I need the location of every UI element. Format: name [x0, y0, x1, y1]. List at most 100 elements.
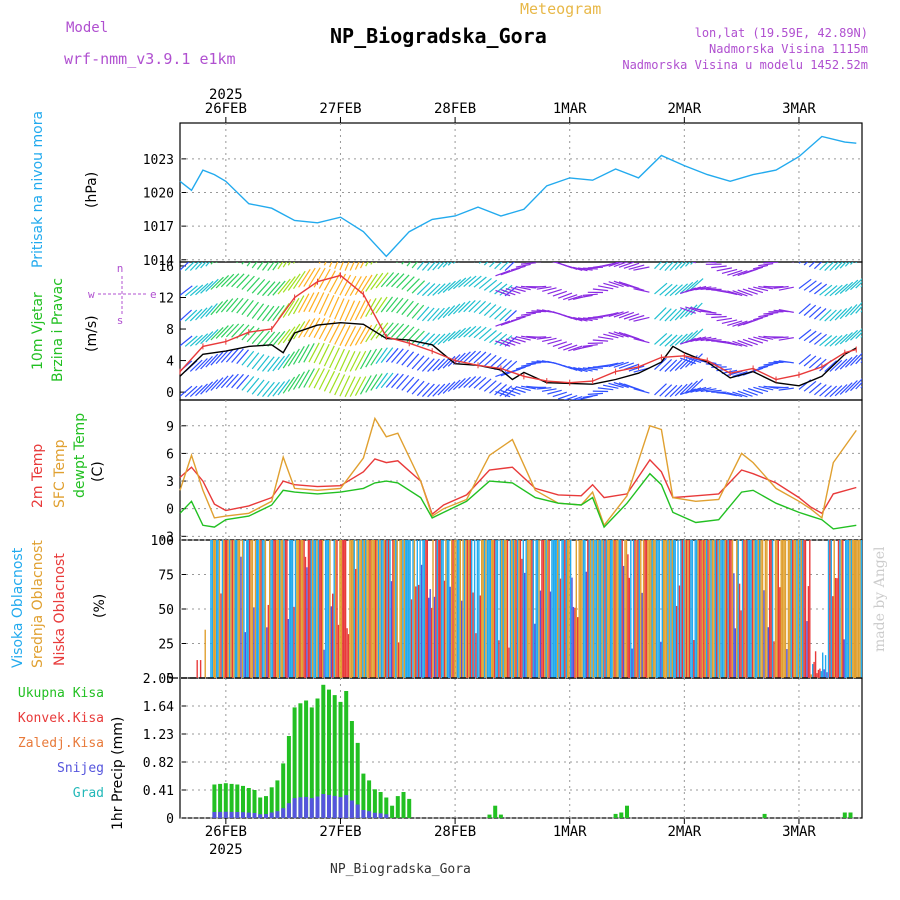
wind-arrow — [483, 304, 497, 317]
wind-arrow — [205, 303, 218, 318]
precip-bar — [309, 707, 314, 818]
wind-arrow — [396, 298, 409, 314]
wind-arrow — [721, 369, 738, 374]
wind-arrow — [447, 262, 453, 266]
wind-arrow — [844, 329, 859, 343]
wind-arrow — [318, 262, 321, 264]
wind-arrow — [421, 283, 436, 297]
wind-arrow — [226, 247, 237, 261]
wind-arrow — [510, 387, 526, 394]
wind-arrow — [421, 307, 435, 322]
wind-arrow — [447, 303, 461, 317]
wind-arrow — [748, 387, 764, 395]
wind-arrow — [421, 383, 435, 398]
wind-arrow — [478, 353, 492, 365]
wind-arrow — [200, 355, 213, 370]
wind-arrow — [489, 281, 503, 293]
wind-arrow — [468, 350, 482, 363]
wind-arrow — [339, 274, 352, 296]
wind-arrow — [541, 388, 557, 392]
wind-arrow — [468, 325, 482, 338]
snow-bar — [212, 812, 217, 818]
wind-arrow — [702, 262, 717, 264]
bottom-day-label: 27FEB — [319, 824, 361, 840]
precip-bar — [264, 796, 268, 818]
wind-arrow — [664, 262, 674, 272]
precip-bar — [487, 814, 492, 818]
wind-arrow — [494, 307, 507, 320]
wind-arrow — [344, 376, 356, 398]
wind-arrow — [824, 360, 838, 373]
wind-arrow — [272, 280, 286, 296]
wind-arrow — [685, 380, 698, 393]
snow-bar — [355, 804, 360, 818]
wind-arrow — [803, 280, 817, 291]
wind-arrow — [220, 273, 235, 288]
wind-arrow — [515, 364, 531, 370]
wind-arrow — [844, 304, 858, 318]
wind-arrow — [808, 332, 822, 344]
wind-arrow — [396, 349, 409, 364]
wind-arrow — [344, 326, 357, 347]
wind-arrow — [344, 262, 350, 271]
snow-bar — [229, 811, 234, 818]
wind-arrow — [251, 379, 265, 395]
wind-arrow — [318, 343, 330, 365]
wind-arrow — [515, 263, 531, 268]
wind-arrow — [690, 336, 707, 343]
precip-bar — [344, 691, 349, 818]
wind-arrow — [195, 262, 204, 270]
wind-arrow — [411, 380, 425, 395]
wind-arrow — [742, 288, 758, 295]
wind-arrow — [695, 308, 712, 313]
wind-arrow — [220, 323, 234, 338]
wind-arrow — [679, 262, 687, 269]
wind-arrow — [798, 329, 812, 340]
ytick-label: 1.64 — [143, 700, 174, 715]
wind-arrow — [608, 382, 624, 389]
wind-arrow — [231, 297, 244, 313]
snow-bar — [378, 813, 383, 818]
wind-arrow — [602, 384, 619, 389]
wind-arrow — [628, 264, 645, 270]
wind-arrow — [210, 262, 214, 265]
wind-arrow — [557, 292, 573, 299]
wind-arrow — [679, 332, 694, 345]
wind-arrow — [654, 282, 668, 295]
wind-arrow — [292, 371, 306, 390]
wind-arrow — [763, 262, 779, 264]
wind-arrow — [520, 262, 536, 265]
wind-arrow — [582, 267, 598, 270]
wind-arrow — [803, 262, 809, 266]
wind-arrow — [256, 262, 264, 270]
wind-arrow — [225, 297, 239, 313]
wind-arrow — [458, 326, 472, 339]
wind-arrow — [323, 370, 336, 392]
precip-bar — [762, 813, 767, 818]
wind-arrow — [819, 335, 833, 347]
ytick-label: 0 — [166, 812, 174, 827]
wind-arrow — [819, 262, 829, 271]
precip-bar — [407, 798, 412, 818]
wind-arrow — [613, 262, 629, 268]
precip-bar — [269, 787, 274, 818]
wind-arrow — [442, 280, 456, 293]
precip-bar — [246, 788, 251, 818]
wind-arrow — [236, 262, 239, 264]
wind-arrow — [839, 262, 847, 269]
wind-arrow — [753, 336, 769, 342]
wind-arrow — [499, 284, 513, 296]
wind-arrow — [195, 383, 208, 397]
wind-arrow — [489, 356, 502, 369]
wind-arrow — [308, 367, 320, 388]
wind-arrow — [768, 361, 784, 364]
wind-arrow — [354, 275, 368, 296]
wind-arrow — [416, 382, 430, 397]
wind-arrow — [256, 330, 270, 346]
top-day-label: 26FEB — [205, 101, 247, 117]
wind-arrow — [298, 293, 310, 313]
wind-arrow — [354, 300, 366, 321]
ytick-label: 1023 — [143, 153, 174, 168]
wind-arrow — [695, 336, 712, 342]
wind-arrow — [494, 262, 503, 270]
